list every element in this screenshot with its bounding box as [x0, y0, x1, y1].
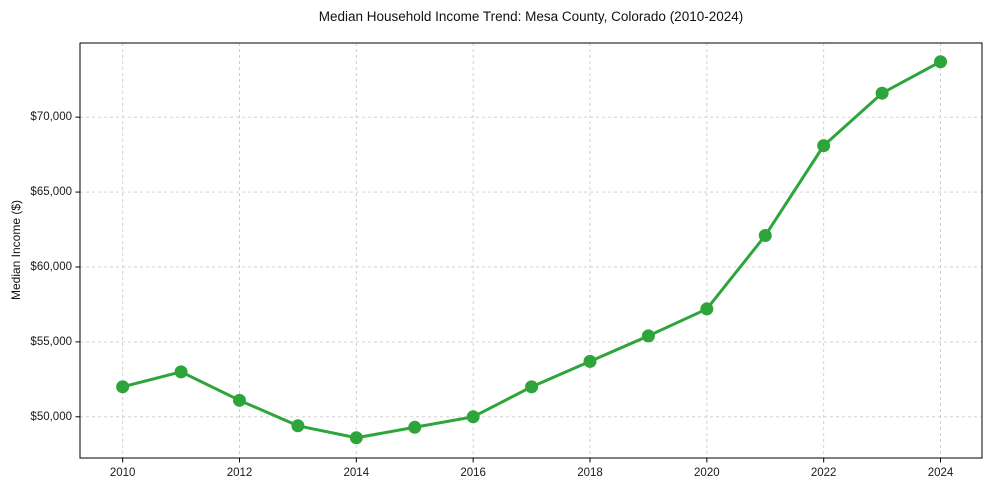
data-point-2011: [174, 365, 188, 379]
data-point-2023: [875, 86, 889, 100]
x-tick-label: 2014: [344, 467, 370, 479]
data-point-2010: [116, 380, 130, 394]
data-point-2013: [291, 419, 305, 433]
y-tick-label: $55,000: [30, 336, 72, 348]
x-tick-label: 2020: [694, 467, 720, 479]
data-point-2018: [583, 354, 597, 368]
x-tick-label: 2016: [460, 467, 486, 479]
data-point-2017: [525, 380, 539, 394]
data-point-2016: [466, 410, 480, 424]
data-point-2020: [700, 302, 714, 316]
data-point-2014: [349, 431, 363, 445]
y-tick-label: $50,000: [30, 411, 72, 423]
data-point-2024: [934, 55, 948, 69]
y-tick-label: $60,000: [30, 261, 72, 273]
data-point-2019: [641, 329, 655, 343]
x-tick-label: 2012: [227, 467, 253, 479]
data-point-2021: [758, 229, 772, 243]
data-point-2015: [408, 420, 422, 434]
plot-border: [79, 42, 983, 459]
y-tick-label: $70,000: [30, 111, 72, 123]
data-point-2012: [232, 393, 246, 407]
x-tick-label: 2010: [110, 467, 136, 479]
x-tick-label: 2022: [811, 467, 837, 479]
x-tick-label: 2024: [928, 467, 954, 479]
chart-title: Median Household Income Trend: Mesa Coun…: [318, 9, 744, 24]
y-tick-label: $65,000: [30, 186, 72, 198]
x-tick-label: 2018: [577, 467, 603, 479]
data-point-2022: [817, 139, 831, 153]
